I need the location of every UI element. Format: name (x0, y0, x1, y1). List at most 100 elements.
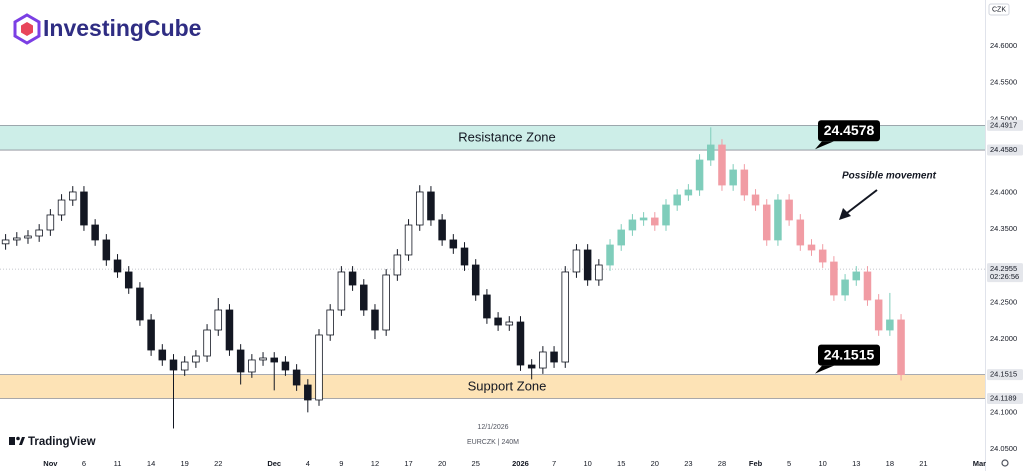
x-tick-label: 6 (82, 459, 86, 468)
y-tick-label: 24.6000 (990, 41, 1017, 50)
x-tick-label: 4 (306, 459, 310, 468)
x-tick-label: Nov (43, 459, 58, 468)
candle-body (527, 364, 536, 369)
candle-body (471, 264, 480, 296)
zone (0, 374, 985, 399)
x-tick-label: 14 (147, 459, 155, 468)
candle-body (24, 235, 32, 239)
candle-body (270, 357, 278, 363)
axis-layer: 24.6000 24.5500 24.5000 24.4000 24.3500 24.25… (43, 41, 1023, 468)
x-tick-label: 17 (404, 459, 412, 468)
logo-text: InvestingCube (43, 15, 201, 41)
candle-body (718, 144, 726, 186)
callout-tail (815, 365, 834, 374)
settings-icon[interactable] (1001, 459, 1009, 467)
candle-body (13, 237, 21, 241)
candle-body (695, 159, 704, 191)
candle-body (897, 319, 905, 376)
x-tick-label: 5 (787, 459, 791, 468)
x-tick-label: 20 (438, 459, 446, 468)
candle-body (415, 191, 424, 226)
x-tick-label: Feb (749, 459, 763, 468)
arrow-head (839, 208, 851, 220)
candle-body (639, 217, 648, 221)
candle-body (180, 361, 189, 371)
candle-body (796, 219, 805, 246)
annotation-arrow (839, 189, 878, 220)
candle-body (886, 319, 894, 331)
candle-body (807, 244, 816, 251)
callout-box (818, 344, 880, 366)
price-label: 24.1515 (990, 370, 1017, 379)
callout-label: 24.4578 (824, 122, 875, 138)
candle-body (818, 249, 827, 263)
candle-body (304, 384, 312, 401)
candle-body (785, 199, 793, 221)
candle-body (483, 294, 491, 319)
callout-tail (815, 141, 834, 150)
candle-body (203, 329, 211, 357)
price-label: 24.4580 (990, 145, 1017, 154)
arrow-shaft (846, 189, 878, 214)
candle-body (662, 204, 670, 226)
candle-body (225, 309, 234, 351)
candle-body (326, 309, 334, 336)
candle-body (124, 271, 133, 289)
candle-body (651, 217, 659, 226)
zone-label: Resistance Zone (458, 130, 556, 145)
candle-body (561, 271, 570, 363)
logo: InvestingCube (13, 13, 201, 45)
candle-body (550, 351, 558, 363)
tv-icon (9, 437, 15, 445)
countdown: 02:26:56 (990, 272, 1019, 281)
candle-body (572, 249, 581, 273)
candle-body (147, 319, 155, 351)
annotation: Possible movement (842, 171, 937, 182)
candle-body (236, 349, 245, 373)
x-tick-label: 23 (684, 459, 692, 468)
y-tick-label: 24.3500 (990, 224, 1017, 233)
y-tick-label: 24.4000 (990, 188, 1017, 197)
x-tick-label: 28 (718, 459, 726, 468)
candle-body (214, 309, 223, 331)
candle-body (91, 224, 99, 241)
candle-body (684, 189, 693, 196)
x-tick-label: 11 (114, 459, 122, 468)
candle-body (830, 261, 838, 296)
candle-body (874, 299, 883, 331)
x-tick-label: 10 (583, 459, 591, 468)
candle-body (427, 191, 435, 221)
price-label-box (987, 369, 1023, 381)
candle-body (740, 169, 749, 196)
callout-label: 24.1515 (824, 346, 875, 362)
x-tick-label: 2026 (512, 459, 529, 468)
candle-body (841, 279, 849, 296)
candle-body (539, 351, 547, 369)
x-tick-label: 12 (371, 459, 379, 468)
currency-box[interactable] (988, 3, 1010, 16)
tv-icon (16, 436, 20, 441)
price-label: 24.2955 (990, 264, 1017, 273)
y-tick-label: 24.5000 (990, 114, 1017, 123)
candle-body (707, 144, 715, 161)
candle-body (348, 271, 357, 286)
candle-body (617, 229, 625, 246)
candle-body (360, 284, 368, 311)
candle-body (382, 274, 390, 331)
x-tick-label: 7 (552, 459, 556, 468)
logo-icon (13, 13, 41, 45)
x-tick-label: 9 (339, 459, 343, 468)
logo-icon-inner (21, 22, 33, 36)
candle-body (628, 219, 637, 231)
candle-body (102, 239, 111, 261)
candle-body (774, 199, 782, 241)
candle-body (505, 321, 514, 326)
tv-icon (19, 437, 25, 445)
price-label: 24.4917 (990, 120, 1017, 129)
candle-body (393, 254, 402, 276)
candle-body (315, 334, 323, 401)
candle-body (371, 309, 379, 331)
x-tick-label: 19 (181, 459, 189, 468)
